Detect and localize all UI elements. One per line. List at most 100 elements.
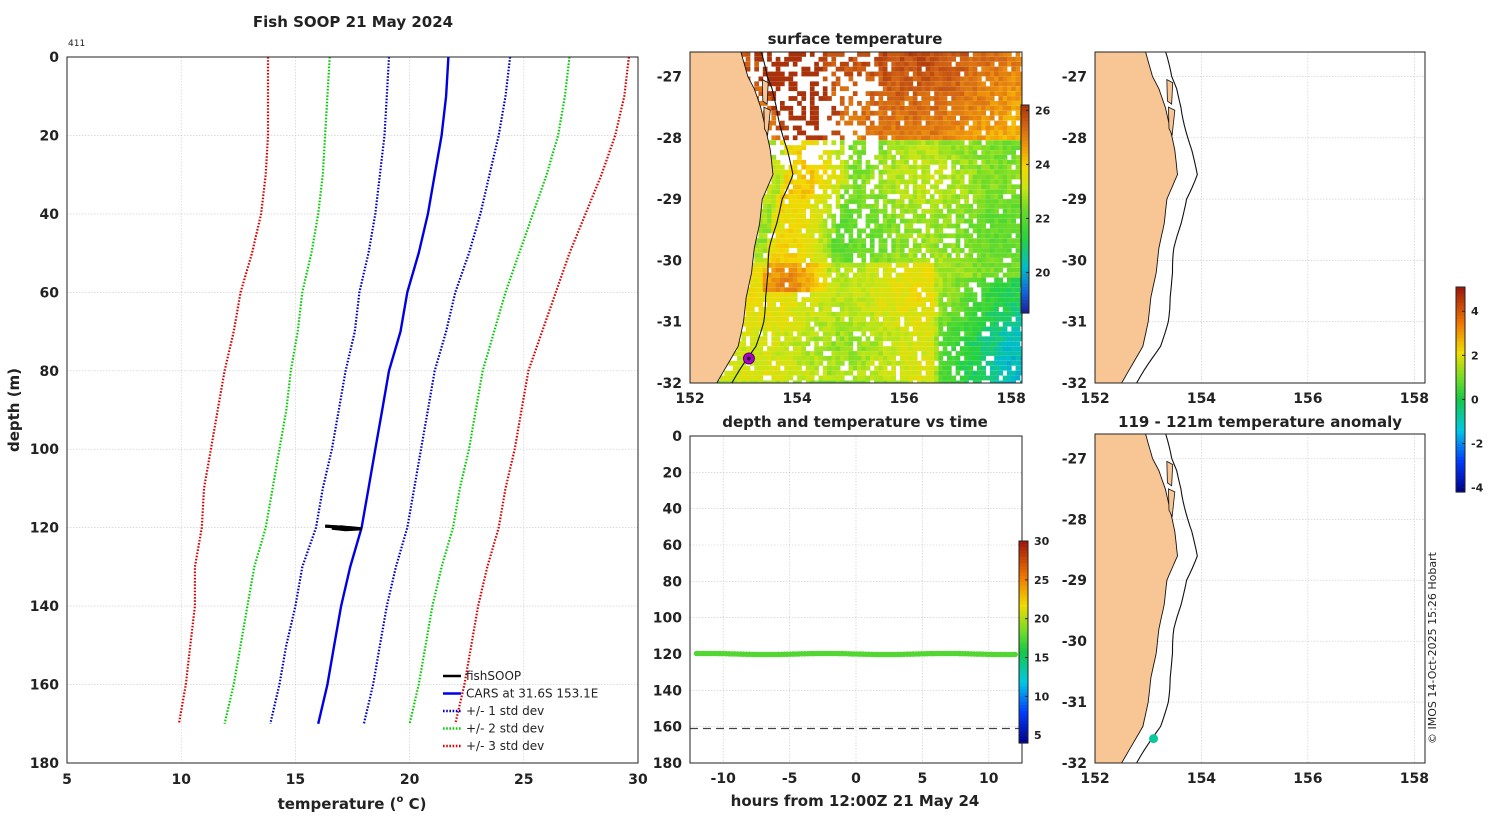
sst-cell	[762, 277, 768, 283]
sst-cell	[1015, 105, 1021, 111]
sst-cell	[904, 370, 909, 376]
sst-cell	[951, 169, 956, 175]
sst-cell	[904, 375, 909, 381]
sst-cell	[994, 140, 999, 146]
sst-cell	[934, 115, 939, 121]
sst-cell	[964, 316, 969, 322]
sst-cell	[878, 194, 884, 199]
sst-cell	[947, 321, 952, 327]
sst-cell	[900, 386, 905, 391]
sst-cell	[989, 287, 995, 293]
sst-cell	[942, 159, 948, 165]
sst-cell	[865, 272, 871, 278]
sst-cell	[959, 277, 965, 283]
sst-cell	[861, 174, 867, 180]
sst-cell	[925, 155, 931, 160]
sst-cell	[788, 365, 794, 371]
anomaly-colorbar-band	[1456, 485, 1465, 490]
sst-cell	[1015, 194, 1021, 199]
sst-cell	[801, 140, 807, 146]
sst-cell	[762, 218, 768, 224]
sst-cell	[865, 346, 871, 351]
sst-cell	[814, 341, 819, 347]
anomaly-map-land	[1095, 434, 1198, 763]
sst-cell	[857, 321, 862, 327]
sst-cell	[771, 331, 777, 337]
sst-cell	[981, 277, 986, 283]
sst-cell	[942, 331, 948, 337]
sst-cell	[771, 218, 777, 224]
sst-cell	[814, 356, 819, 361]
sst-cell	[938, 208, 944, 214]
sst-cell	[805, 282, 811, 288]
sst-cell	[758, 351, 764, 356]
sst-cell	[895, 199, 901, 204]
sst-cell	[994, 81, 999, 87]
sst-cell	[985, 189, 991, 195]
sst-cell	[775, 218, 781, 224]
sst-cell	[844, 272, 849, 278]
sst-cell	[801, 267, 807, 273]
sst-cell	[998, 204, 1004, 209]
sst-cell	[959, 213, 965, 219]
sst-cell	[1011, 71, 1016, 77]
sst-cell	[994, 120, 999, 126]
sst-cell	[1002, 336, 1008, 342]
sst-colorbar-band	[1021, 108, 1029, 113]
sst-cell	[745, 297, 751, 302]
sst-cell	[938, 174, 944, 180]
sst-cell	[899, 248, 905, 253]
sst-cell	[869, 287, 875, 293]
sst-colorbar-band	[1021, 114, 1029, 119]
sst-cell	[964, 346, 969, 351]
sst-cell	[942, 110, 948, 116]
sst-cell	[827, 150, 832, 155]
sst-cell	[805, 316, 811, 322]
sst-cell	[814, 297, 819, 302]
sst-cell	[951, 223, 956, 229]
sst-cell	[827, 164, 832, 170]
sst-cell	[1007, 267, 1012, 273]
sst-cell	[857, 282, 862, 288]
sst-cell	[869, 321, 875, 327]
sst-cell	[737, 351, 742, 356]
sst-cell	[792, 238, 798, 244]
sst-cell	[942, 218, 948, 224]
sst-cell	[865, 365, 871, 371]
sst-cell	[942, 71, 948, 77]
sst-cell	[809, 96, 815, 101]
sst-cell	[805, 370, 811, 376]
sst-cell	[857, 302, 862, 307]
anomaly-colorbar-band	[1456, 479, 1465, 483]
sst-cell	[955, 380, 961, 383]
sst-cell	[1011, 223, 1016, 229]
sst-cell	[788, 228, 794, 234]
sst-cell	[994, 326, 999, 332]
sst-cell	[895, 174, 901, 180]
time-depth-colorbar-band	[1019, 727, 1028, 731]
sst-cell	[818, 282, 824, 288]
sst-cell	[977, 179, 982, 185]
sst-cell	[865, 380, 871, 383]
sst-cell	[869, 243, 875, 248]
sst-cell	[934, 208, 939, 214]
sst-cell	[921, 140, 926, 146]
sst-colorbar-tick-label: 26	[1035, 104, 1051, 117]
sst-cell	[1015, 326, 1021, 332]
sst-cell	[878, 341, 884, 347]
sst-colorbar-band	[1021, 179, 1029, 184]
sst-cell	[908, 96, 914, 101]
sst-cell	[878, 360, 884, 366]
sst-cell	[972, 86, 978, 92]
sst-cell	[780, 189, 785, 195]
sst-cell	[938, 105, 944, 111]
sst-cell	[921, 336, 926, 342]
sst-cell	[904, 130, 909, 136]
sst-cell	[1002, 321, 1008, 327]
sst-cell	[921, 91, 926, 96]
sst-cell	[767, 52, 772, 57]
sst-cell	[771, 297, 777, 302]
sst-cell	[878, 169, 884, 175]
sst-cell	[989, 346, 995, 351]
sst-cell	[784, 204, 789, 209]
